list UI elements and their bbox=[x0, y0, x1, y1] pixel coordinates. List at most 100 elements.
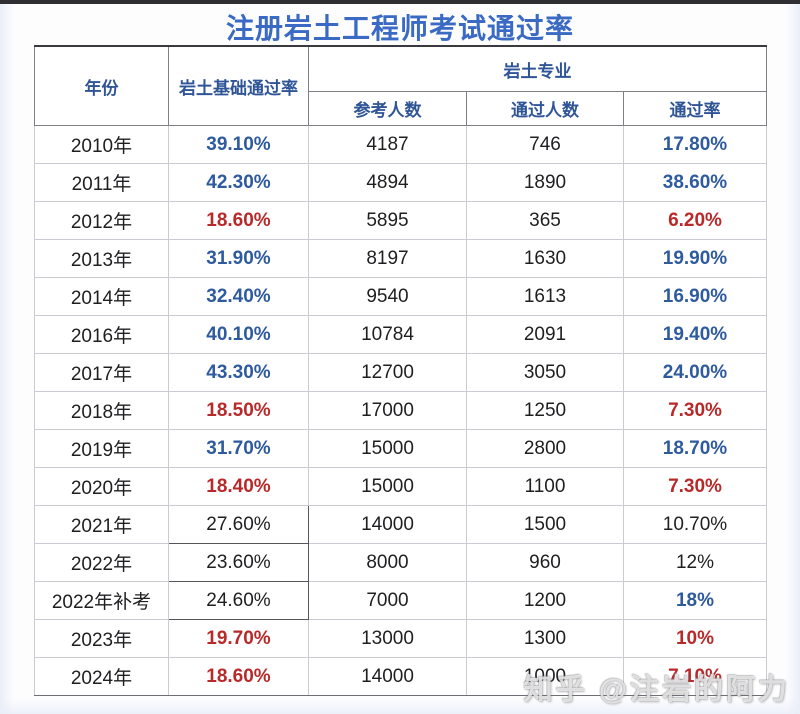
pass-rate-cell: 10.70% bbox=[623, 505, 767, 544]
passed-cell: 746 bbox=[466, 125, 624, 164]
passed-cell: 365 bbox=[466, 201, 624, 240]
passed-cell: 2091 bbox=[466, 315, 624, 354]
candidates-cell: 7000 bbox=[308, 581, 467, 620]
table-row: 2014年 32.40% 9540 1613 16.90% bbox=[34, 277, 767, 316]
base-rate-cell: 42.30% bbox=[168, 163, 309, 202]
passed-cell: 1630 bbox=[466, 239, 624, 278]
col-header-base-rate: 岩土基础通过率 bbox=[168, 45, 309, 126]
year-cell: 2013年 bbox=[34, 239, 169, 278]
year-cell: 2010年 bbox=[34, 125, 169, 164]
col-header-candidates: 参考人数 bbox=[308, 91, 467, 126]
base-rate-cell: 18.60% bbox=[168, 657, 309, 696]
candidates-cell: 17000 bbox=[308, 391, 467, 430]
pass-rate-table: 年份 岩土基础通过率 岩土专业 参考人数 通过人数 通过率 2010年 39.1… bbox=[34, 45, 767, 696]
candidates-cell: 15000 bbox=[308, 429, 467, 468]
table-row: 2023年 19.70% 13000 1300 10% bbox=[34, 619, 767, 658]
top-edge-bar bbox=[0, 0, 800, 4]
pass-rate-cell: 18% bbox=[623, 581, 767, 620]
candidates-cell: 8000 bbox=[308, 543, 467, 582]
passed-cell: 1890 bbox=[466, 163, 624, 202]
candidates-cell: 9540 bbox=[308, 277, 467, 316]
year-cell: 2011年 bbox=[34, 163, 169, 202]
passed-cell: 1613 bbox=[466, 277, 624, 316]
table-body: 2010年 39.10% 4187 746 17.80% 2011年 42.30… bbox=[34, 125, 767, 696]
passed-cell: 1300 bbox=[466, 619, 624, 658]
year-cell: 2016年 bbox=[34, 315, 169, 354]
year-cell: 2014年 bbox=[34, 277, 169, 316]
pass-rate-cell: 18.70% bbox=[623, 429, 767, 468]
candidates-cell: 14000 bbox=[308, 505, 467, 544]
candidates-cell: 4187 bbox=[308, 125, 467, 164]
year-cell: 2023年 bbox=[34, 619, 169, 658]
year-cell: 2022年补考 bbox=[34, 581, 169, 620]
table-row: 2018年 18.50% 17000 1250 7.30% bbox=[34, 391, 767, 430]
pass-rate-cell: 16.90% bbox=[623, 277, 767, 316]
base-rate-cell: 23.60% bbox=[168, 543, 309, 582]
base-rate-cell: 31.70% bbox=[168, 429, 309, 468]
table-row: 2017年 43.30% 12700 3050 24.00% bbox=[34, 353, 767, 392]
base-rate-cell: 18.50% bbox=[168, 391, 309, 430]
pass-rate-cell: 7.30% bbox=[623, 467, 767, 506]
table-row: 2010年 39.10% 4187 746 17.80% bbox=[34, 125, 767, 164]
year-cell: 2021年 bbox=[34, 505, 169, 544]
table-row: 2016年 40.10% 10784 2091 19.40% bbox=[34, 315, 767, 354]
table-row: 2024年 18.60% 14000 1000 7.10% bbox=[34, 657, 767, 696]
base-rate-cell: 43.30% bbox=[168, 353, 309, 392]
base-rate-cell: 39.10% bbox=[168, 125, 309, 164]
candidates-cell: 14000 bbox=[308, 657, 467, 696]
table-row: 2013年 31.90% 8197 1630 19.90% bbox=[34, 239, 767, 278]
pass-rate-cell: 19.90% bbox=[623, 239, 767, 278]
passed-cell: 960 bbox=[466, 543, 624, 582]
passed-cell: 1250 bbox=[466, 391, 624, 430]
base-rate-cell: 32.40% bbox=[168, 277, 309, 316]
base-rate-cell: 24.60% bbox=[168, 581, 309, 620]
table-row: 2022年补考 24.60% 7000 1200 18% bbox=[34, 581, 767, 620]
table-header: 年份 岩土基础通过率 岩土专业 参考人数 通过人数 通过率 bbox=[34, 45, 767, 126]
passed-cell: 1500 bbox=[466, 505, 624, 544]
base-rate-cell: 31.90% bbox=[168, 239, 309, 278]
passed-cell: 1200 bbox=[466, 581, 624, 620]
base-rate-cell: 19.70% bbox=[168, 619, 309, 658]
candidates-cell: 12700 bbox=[308, 353, 467, 392]
table-row: 2020年 18.40% 15000 1100 7.30% bbox=[34, 467, 767, 506]
table-row: 2012年 18.60% 5895 365 6.20% bbox=[34, 201, 767, 240]
table-row: 2021年 27.60% 14000 1500 10.70% bbox=[34, 505, 767, 544]
col-header-pass-rate: 通过率 bbox=[623, 91, 767, 126]
table-row: 2019年 31.70% 15000 2800 18.70% bbox=[34, 429, 767, 468]
pass-rate-cell: 7.10% bbox=[623, 657, 767, 696]
candidates-cell: 15000 bbox=[308, 467, 467, 506]
pass-rate-cell: 12% bbox=[623, 543, 767, 582]
pass-rate-cell: 19.40% bbox=[623, 315, 767, 354]
passed-cell: 2800 bbox=[466, 429, 624, 468]
pass-rate-cell: 6.20% bbox=[623, 201, 767, 240]
pass-rate-cell: 10% bbox=[623, 619, 767, 658]
candidates-cell: 13000 bbox=[308, 619, 467, 658]
passed-cell: 1100 bbox=[466, 467, 624, 506]
year-cell: 2012年 bbox=[34, 201, 169, 240]
pass-rate-cell: 24.00% bbox=[623, 353, 767, 392]
year-cell: 2019年 bbox=[34, 429, 169, 468]
candidates-cell: 8197 bbox=[308, 239, 467, 278]
year-cell: 2022年 bbox=[34, 543, 169, 582]
passed-cell: 1000 bbox=[466, 657, 624, 696]
col-header-major-group: 岩土专业 bbox=[308, 45, 767, 92]
year-cell: 2018年 bbox=[34, 391, 169, 430]
col-header-year: 年份 bbox=[34, 45, 169, 126]
candidates-cell: 4894 bbox=[308, 163, 467, 202]
base-rate-cell: 40.10% bbox=[168, 315, 309, 354]
col-header-passed: 通过人数 bbox=[466, 91, 624, 126]
year-cell: 2024年 bbox=[34, 657, 169, 696]
year-cell: 2020年 bbox=[34, 467, 169, 506]
candidates-cell: 10784 bbox=[308, 315, 467, 354]
year-cell: 2017年 bbox=[34, 353, 169, 392]
pass-rate-cell: 38.60% bbox=[623, 163, 767, 202]
table-row: 2022年 23.60% 8000 960 12% bbox=[34, 543, 767, 582]
candidates-cell: 5895 bbox=[308, 201, 467, 240]
base-rate-cell: 18.60% bbox=[168, 201, 309, 240]
pass-rate-cell: 7.30% bbox=[623, 391, 767, 430]
base-rate-cell: 27.60% bbox=[168, 505, 309, 544]
page-title: 注册岩土工程师考试通过率 bbox=[225, 13, 574, 44]
pass-rate-cell: 17.80% bbox=[623, 125, 767, 164]
passed-cell: 3050 bbox=[466, 353, 624, 392]
